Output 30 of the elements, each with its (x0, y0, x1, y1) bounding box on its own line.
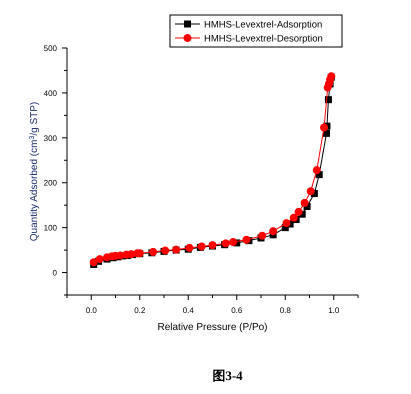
caption: 图3-4 (212, 368, 244, 383)
point (320, 123, 328, 132)
x-axis-title: Relative Pressure (P/Po) (157, 322, 268, 333)
point (300, 198, 309, 207)
point (229, 238, 238, 246)
y-tick-label: 500 (44, 44, 58, 53)
point (282, 219, 290, 228)
point (290, 214, 298, 222)
x-tick-label: 0.0 (86, 306, 98, 315)
x-tick-label: 0.4 (182, 306, 194, 315)
point (90, 258, 98, 266)
point (306, 187, 315, 196)
legend-label: HMHS-Levextrel-Desorption (204, 34, 323, 44)
point (269, 227, 278, 236)
point (96, 255, 104, 264)
y-tick-label: 200 (44, 178, 58, 188)
x-tick-label: 0.8 (280, 306, 292, 315)
point (258, 232, 266, 240)
x-tick-label: 0.6 (231, 306, 243, 315)
y-tick-label: 400 (44, 88, 58, 98)
y-tick-label: 300 (44, 134, 58, 143)
x-tick-label: 1.0 (328, 306, 340, 315)
x-tick-label: 0.2 (134, 306, 146, 315)
legend-label: HMHS-Levextrel-Adsorption (204, 20, 322, 30)
point (324, 84, 332, 92)
y-tick-label: 0 (52, 268, 58, 278)
point (242, 236, 250, 244)
point (312, 166, 321, 174)
y-tick-label: 100 (44, 224, 58, 233)
point (294, 208, 303, 216)
